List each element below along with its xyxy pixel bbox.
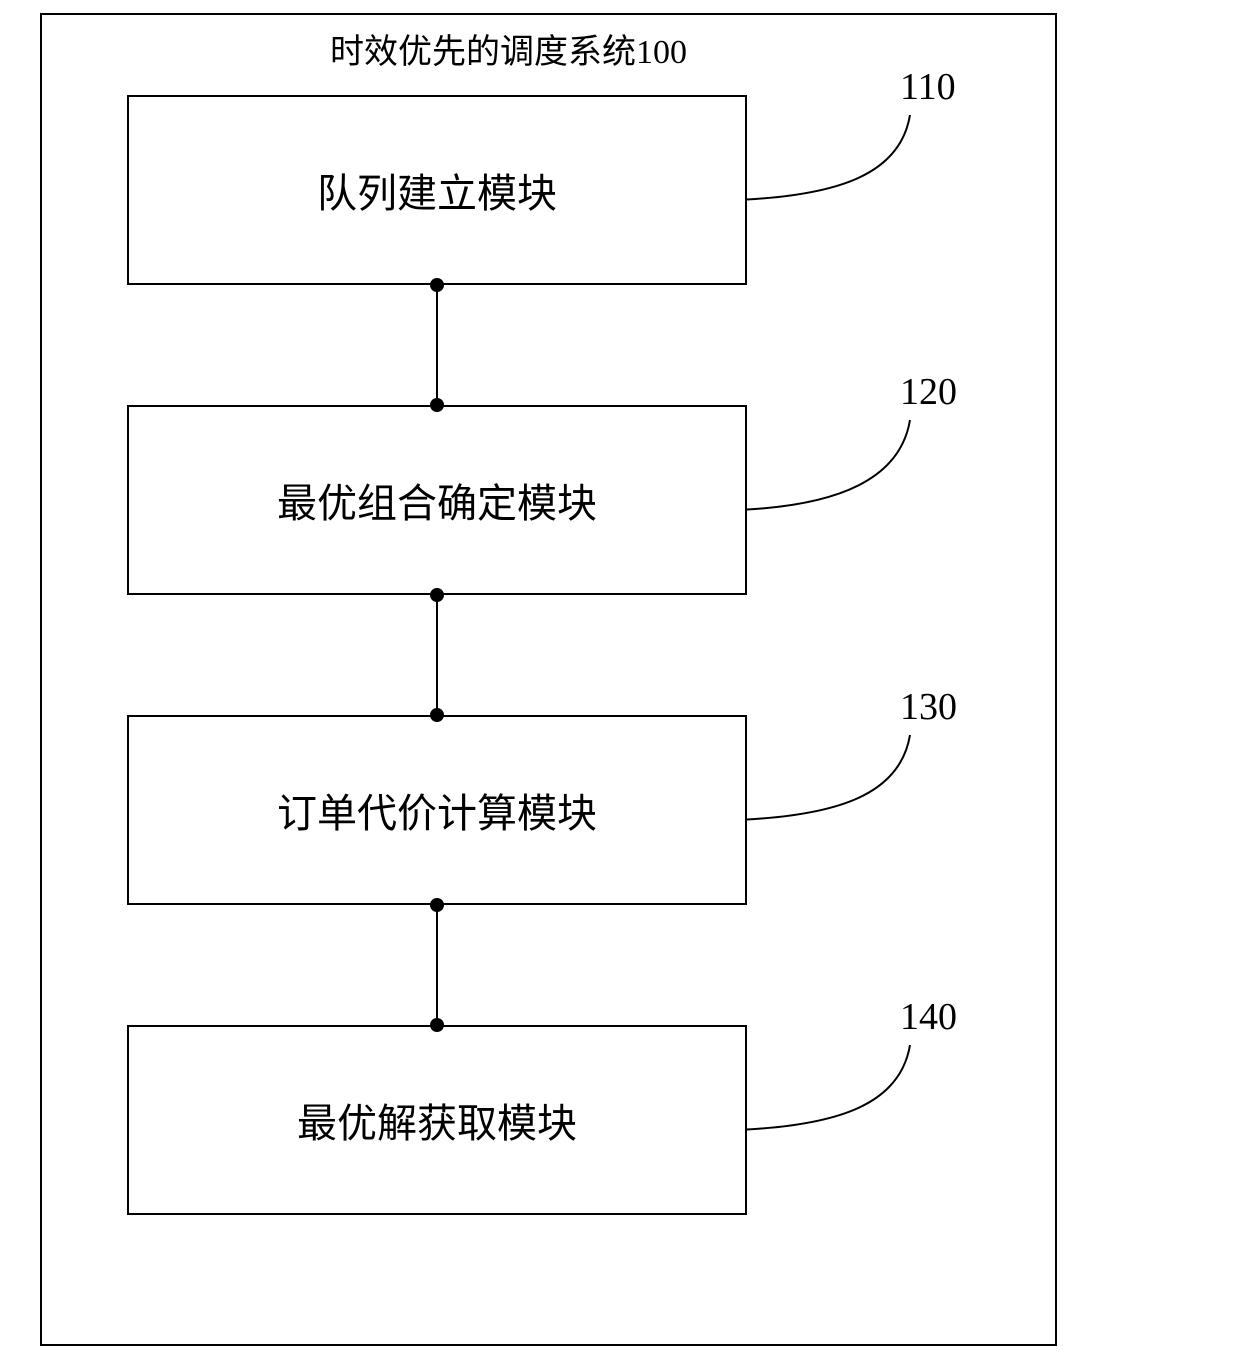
connector-line: [436, 595, 438, 715]
connector-dot: [430, 588, 444, 602]
connector-line: [436, 285, 438, 405]
connector-line: [436, 905, 438, 1025]
ref-number-110: 110: [900, 65, 956, 109]
module-order-cost: 订单代价计算模块: [127, 715, 747, 905]
module-label: 最优解获取模块: [297, 1091, 577, 1149]
module-optimal-solution: 最优解获取模块: [127, 1025, 747, 1215]
module-queue-build: 队列建立模块: [127, 95, 747, 285]
connector-dot: [430, 708, 444, 722]
connector-dot: [430, 278, 444, 292]
module-optimal-combo: 最优组合确定模块: [127, 405, 747, 595]
ref-number-140: 140: [900, 995, 957, 1039]
connector-dot: [430, 398, 444, 412]
ref-number-130: 130: [900, 685, 957, 729]
ref-number-120: 120: [900, 370, 957, 414]
module-label: 最优组合确定模块: [277, 471, 597, 529]
connector-dot: [430, 898, 444, 912]
connector-dot: [430, 1018, 444, 1032]
module-label: 订单代价计算模块: [277, 781, 597, 839]
diagram-title: 时效优先的调度系统100: [330, 24, 687, 73]
module-label: 队列建立模块: [317, 161, 557, 219]
